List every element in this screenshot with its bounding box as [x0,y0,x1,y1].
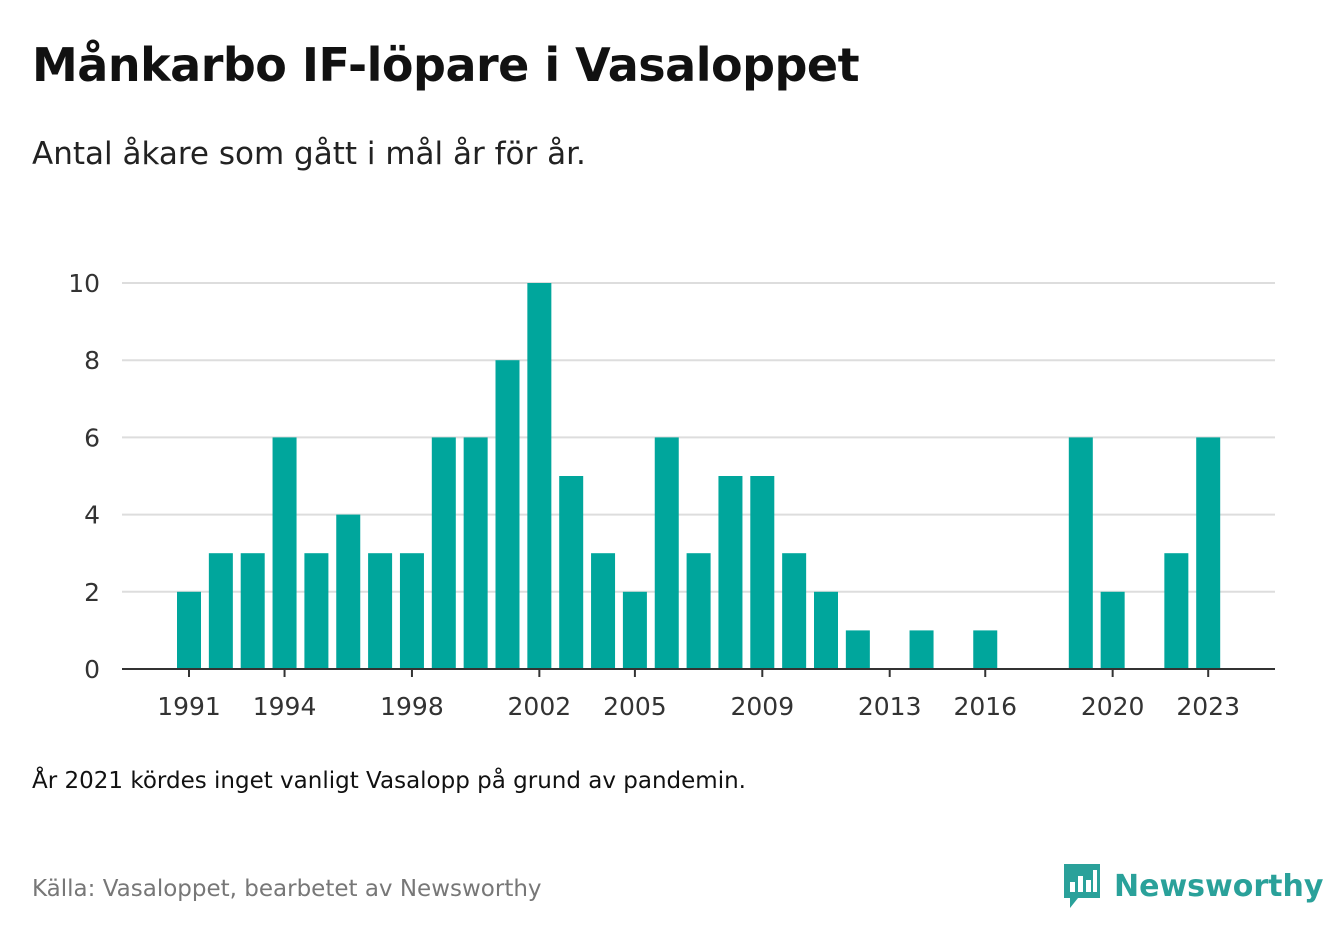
bar-2009 [750,476,775,669]
bar-2016 [973,630,998,669]
bar-1992 [208,553,233,669]
y-tick-label: 4 [84,501,100,530]
x-tick-label: 1994 [253,692,317,721]
axes: 0 2 4 6 8 10 1991 1994 1998 2002 2005 2009 2013 2016 2… [68,269,1275,721]
bar-1996 [336,514,361,669]
y-tick-label: 8 [84,346,100,375]
bar-2004 [591,553,616,669]
x-tick-label: 2020 [1081,692,1145,721]
bar-2000 [463,437,488,669]
bar-1997 [368,553,393,669]
bar-2002 [527,283,552,669]
newsworthy-logo: Newsworthy [1062,862,1323,910]
bar-2003 [559,476,584,669]
bar-2019 [1068,437,1093,669]
x-tick-label: 2009 [730,692,794,721]
bar-1991 [177,591,201,669]
bar-1998 [399,553,424,669]
chart-note: År 2021 kördes inget vanligt Vasalopp på… [32,768,746,794]
bar-2006 [654,437,679,669]
bar-2007 [686,553,711,669]
bar-2022 [1164,553,1189,669]
x-tick-label: 2002 [508,692,572,721]
chart-source: Källa: Vasaloppet, bearbetet av Newswort… [32,876,542,902]
newsworthy-logo-icon [1064,864,1100,908]
bar-chart: 0 2 4 6 8 10 1991 1994 1998 2002 2005 2009 2013 2016 2… [68,269,1275,721]
bar-1994 [272,437,297,669]
y-tick-label: 2 [84,578,100,607]
bar-2008 [718,476,743,669]
chart-title: Månkarbo IF-löpare i Vasaloppet [32,38,860,92]
y-tick-label: 10 [68,269,100,298]
x-tick-label: 2023 [1176,692,1240,721]
bar-2001 [495,360,520,669]
x-tick-label: 1991 [157,692,221,721]
y-tick-label: 0 [84,655,100,684]
bar-2023 [1196,437,1221,669]
bar-2005 [622,591,647,669]
bar-1995 [304,553,329,669]
chart-subtitle: Antal åkare som gått i mål år för år. [32,136,586,172]
bars [177,283,1221,669]
newsworthy-logo-text: Newsworthy [1114,868,1324,904]
x-tick-label: 2016 [953,692,1017,721]
x-tick-label: 2005 [603,692,667,721]
bar-2011 [814,591,838,669]
bar-1993 [240,553,265,669]
bar-2020 [1100,591,1125,669]
bar-2014 [909,630,934,669]
bar-1999 [431,437,456,669]
x-tick-label: 2013 [858,692,922,721]
y-tick-label: 6 [84,423,100,452]
x-tick-label: 1998 [380,692,444,721]
bar-2012 [845,630,870,669]
bar-2010 [782,553,807,669]
